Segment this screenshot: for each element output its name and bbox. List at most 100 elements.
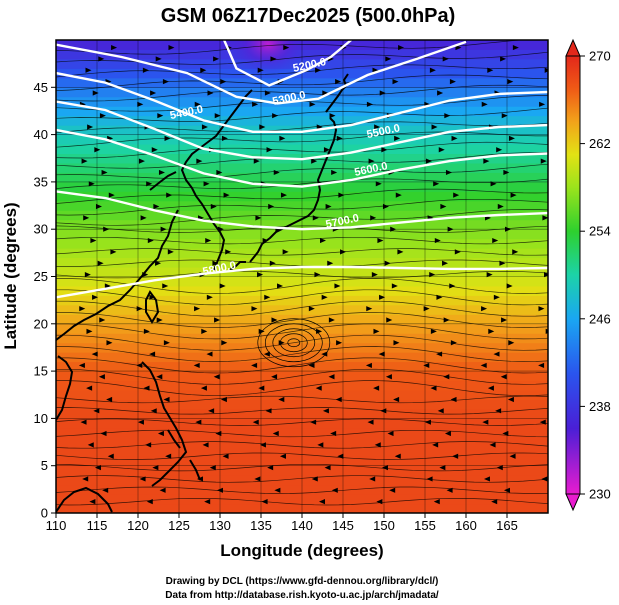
wind-arrow <box>85 67 92 73</box>
wind-arrow <box>219 283 226 289</box>
wind-arrow <box>444 430 451 437</box>
x-tick-label: 165 <box>496 518 518 533</box>
wind-arrow <box>374 124 381 130</box>
wind-arrow <box>279 135 286 141</box>
wind-arrow <box>201 328 208 334</box>
wind-arrow <box>385 56 392 62</box>
wind-arrow <box>145 442 152 448</box>
wind-arrow <box>261 499 268 505</box>
wind-arrow <box>375 181 382 187</box>
wind-arrow <box>443 317 450 323</box>
wind-arrow <box>210 203 217 210</box>
wind-arrow <box>137 419 144 425</box>
wind-arrow <box>277 283 284 289</box>
wind-arrow <box>335 396 342 403</box>
wind-arrow <box>501 317 508 323</box>
wind-arrow <box>450 340 457 346</box>
wind-arrow <box>446 487 453 493</box>
wind-arrow <box>379 294 386 300</box>
x-axis-label: Longitude (degrees) <box>220 541 383 560</box>
wind-arrow <box>387 430 394 437</box>
wind-arrow <box>82 476 89 482</box>
wind-arrow <box>538 306 545 312</box>
wind-arrow <box>336 135 343 141</box>
wind-arrow <box>512 44 519 51</box>
wind-arrow <box>146 499 153 505</box>
wind-arrow <box>508 135 515 141</box>
wind-arrow <box>111 44 118 51</box>
x-tick-label: 130 <box>209 518 231 533</box>
wind-arrow <box>81 158 88 164</box>
eddy-ring <box>272 328 316 358</box>
wind-arrow <box>273 169 280 176</box>
wind-arrow <box>97 260 104 266</box>
wind-arrow <box>329 113 336 119</box>
coastline-taiwan <box>145 290 160 324</box>
wind-arrow <box>101 169 108 176</box>
wind-arrow <box>453 192 460 198</box>
y-tick-label: 10 <box>34 411 48 426</box>
colorbar-tick-label: 246 <box>589 311 611 326</box>
wind-arrow <box>269 260 276 266</box>
wind-arrow <box>94 147 101 153</box>
wind-arrow <box>98 56 105 62</box>
wind-arrow <box>86 385 93 391</box>
x-tick-label: 120 <box>127 518 149 533</box>
wind-arrow <box>538 362 545 369</box>
wind-arrow <box>320 237 327 244</box>
wind-arrow <box>369 476 376 482</box>
wind-arrow <box>437 90 444 96</box>
wind-arrow <box>258 385 265 391</box>
wind-arrow <box>263 351 270 357</box>
x-tick-label: 135 <box>250 518 272 533</box>
wind-arrow <box>110 249 117 255</box>
wind-arrow <box>426 476 433 482</box>
wind-arrow <box>156 317 163 323</box>
wind-arrow <box>366 306 373 312</box>
wind-arrow <box>493 294 500 300</box>
wind-arrow <box>223 192 230 198</box>
wind-arrow <box>90 237 97 244</box>
wind-arrow <box>163 396 170 403</box>
wind-arrow <box>151 147 158 153</box>
wind-arrow <box>150 408 157 414</box>
credit-line-1: Drawing by DCL (https://www.gfd-dennou.o… <box>166 576 439 587</box>
wind-arrow <box>492 237 499 244</box>
contour-line-5300 <box>56 40 467 105</box>
wind-arrow <box>507 396 514 403</box>
wind-arrow <box>137 101 144 107</box>
wind-arrow <box>79 306 86 312</box>
wind-arrow <box>279 453 286 459</box>
wind-arrow <box>330 430 337 437</box>
wind-arrow <box>268 203 275 210</box>
colorbar-tick-label: 262 <box>589 136 611 151</box>
contour-line-5200 <box>222 40 352 87</box>
wind-arrow <box>212 260 219 266</box>
wind-arrow <box>202 442 209 448</box>
wind-arrow <box>165 453 172 459</box>
wind-arrow <box>143 328 150 334</box>
wind-arrow <box>331 169 338 176</box>
plot-area: 5200.05300.05400.05500.05600.05700.05800… <box>56 40 548 513</box>
wind-arrow <box>108 192 115 198</box>
wind-arrow <box>495 408 502 414</box>
wind-arrow <box>334 283 341 289</box>
wind-arrow <box>496 147 503 153</box>
wind-arrow <box>328 317 335 323</box>
wind-arrow <box>87 442 94 448</box>
wind-arrow <box>335 79 342 85</box>
wind-arrow <box>365 362 372 369</box>
contour-line-5400 <box>56 71 548 133</box>
wind-arrow <box>449 79 456 85</box>
wind-arrow <box>385 374 392 380</box>
wind-arrow <box>280 192 287 198</box>
wind-arrow <box>311 476 318 482</box>
wind-arrow <box>149 351 156 357</box>
wind-arrow <box>91 351 98 357</box>
y-tick-label: 15 <box>34 364 48 379</box>
wind-arrow <box>106 396 113 403</box>
wind-arrow <box>270 56 277 62</box>
wind-arrow <box>200 67 207 73</box>
eddy-ring <box>279 333 308 353</box>
wind-arrow <box>380 408 387 414</box>
